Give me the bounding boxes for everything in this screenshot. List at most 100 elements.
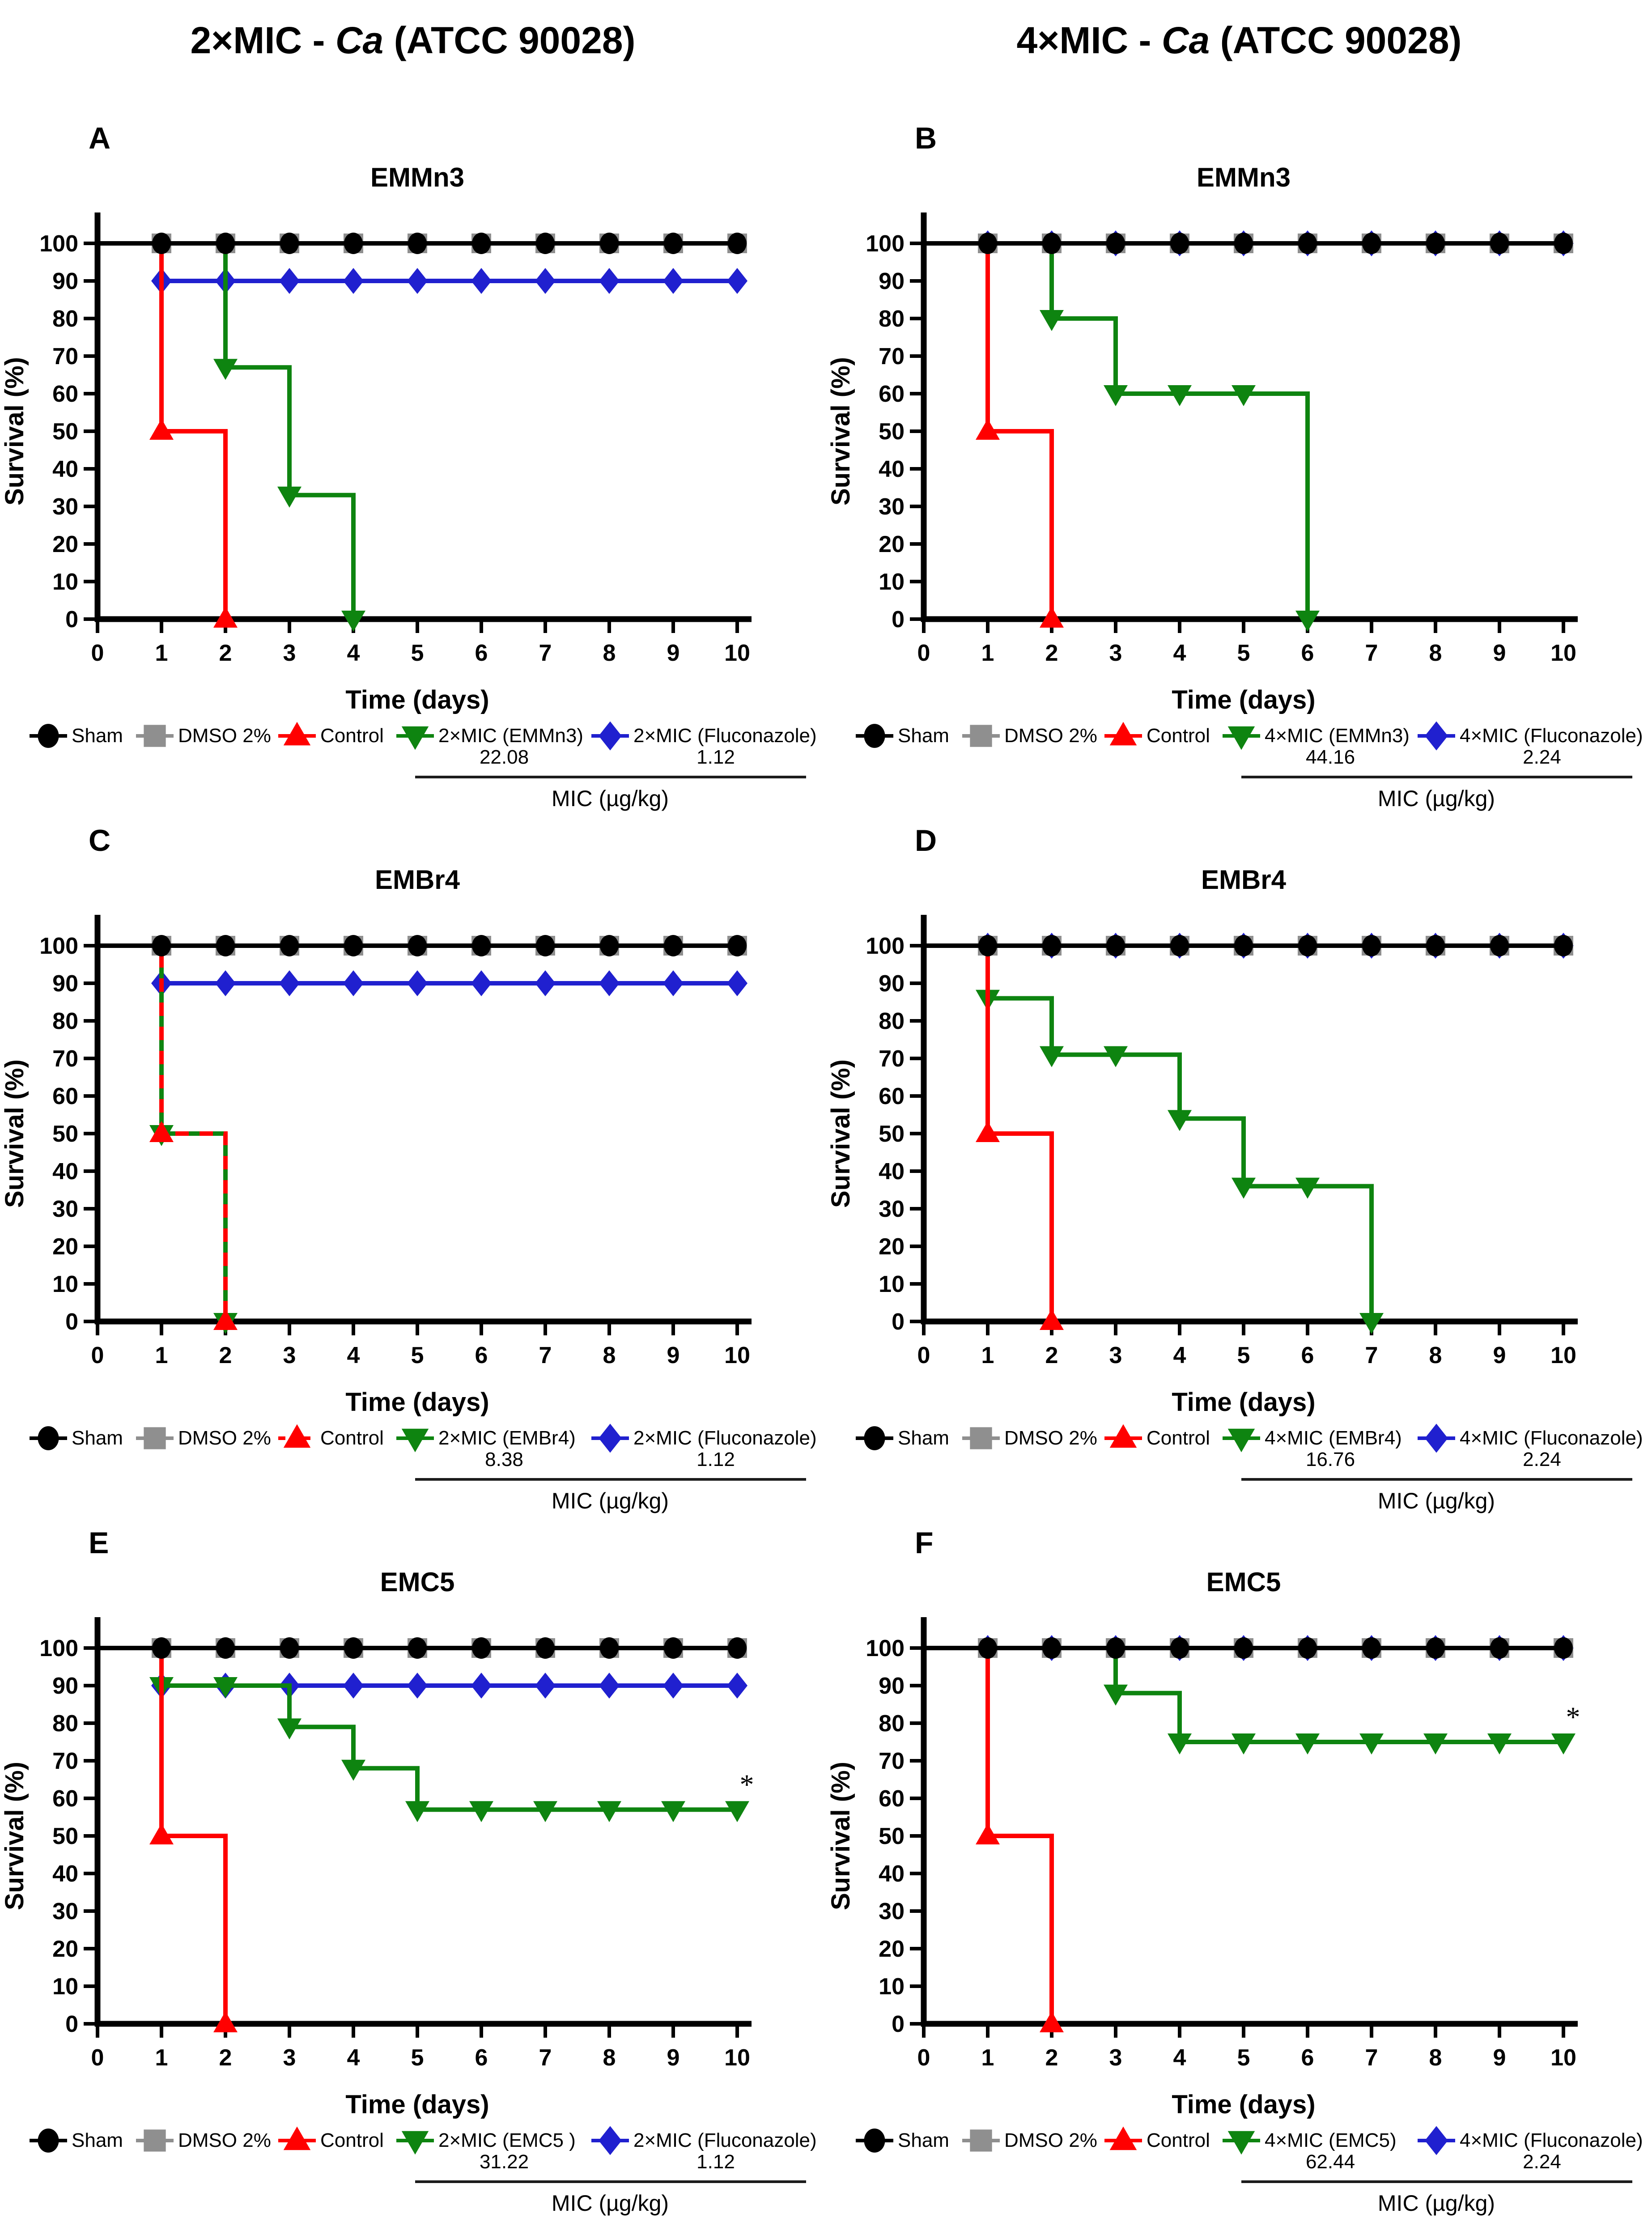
svg-text:6: 6: [475, 2045, 488, 2071]
legend-item-treatment: 2×MIC (EMC5 ): [395, 2124, 576, 2157]
svg-text:90: 90: [52, 268, 78, 294]
legend-item-control: Control: [276, 719, 384, 752]
panel-title: EMBr4: [1201, 865, 1287, 895]
svg-text:1: 1: [981, 1342, 994, 1368]
svg-text:40: 40: [52, 1159, 78, 1185]
svg-text:Time (days): Time (days): [345, 1388, 489, 1417]
panel-letter: E: [89, 1526, 109, 1560]
control-triangle-icon: [1104, 1424, 1142, 1448]
svg-text:7: 7: [1365, 1342, 1378, 1368]
legend-label: DMSO 2%: [178, 2129, 271, 2151]
svg-text:80: 80: [879, 1008, 905, 1034]
legend-item-dmso: DMSO 2%: [134, 1422, 271, 1455]
mic-axis-label: MIC (µg/kg): [551, 786, 669, 811]
svg-text:50: 50: [52, 419, 78, 445]
svg-text:70: 70: [52, 1046, 78, 1072]
svg-text:5: 5: [1237, 2045, 1250, 2071]
svg-text:6: 6: [475, 640, 488, 666]
svg-text:7: 7: [539, 640, 552, 666]
treatment-triangle-icon: [1223, 1428, 1260, 1453]
svg-text:8: 8: [603, 2045, 616, 2071]
fluconazole-diamond-icon: [1418, 1423, 1455, 1453]
svg-text:1: 1: [981, 2045, 994, 2071]
survival-panel-e: E EMC5 0 10 20 30 40 50 60 70 80 90 100 0 1 2 3 4 5 6 7 8 9 1…: [0, 1525, 826, 2216]
svg-text:9: 9: [1493, 640, 1506, 666]
legend-item-sham: Sham: [28, 1422, 123, 1455]
fluconazole-diamond-icon: [591, 1423, 629, 1453]
svg-text:Time (days): Time (days): [1172, 685, 1315, 714]
survival-panel-b: B EMMn3 0 10 20 30 40 50 60 70 80 90 100 0 1 2 3 4 5 6 7 8 9…: [826, 121, 1652, 811]
legend-item-fluconazole: 2×MIC (Fluconazole): [590, 2124, 817, 2157]
legend-item-fluconazole: 4×MIC (Fluconazole): [1416, 719, 1643, 752]
legend-label: Control: [1147, 1427, 1210, 1449]
svg-text:10: 10: [724, 640, 750, 666]
svg-text:8: 8: [603, 1342, 616, 1368]
panel-title: EMC5: [1206, 1567, 1281, 1597]
header-prefix: 2×MIC -: [190, 19, 335, 61]
svg-text:Survival (%): Survival (%): [0, 357, 29, 506]
fluconazole-diamond-icon: [1418, 2126, 1455, 2155]
svg-text:10: 10: [724, 1342, 750, 1368]
legend-label: 2×MIC (EMMn3): [438, 725, 583, 747]
svg-text:20: 20: [879, 1936, 905, 1962]
legend-label: 2×MIC (EMBr4): [438, 1427, 576, 1449]
svg-text:7: 7: [1365, 640, 1378, 666]
svg-text:10: 10: [52, 1271, 78, 1297]
svg-text:90: 90: [52, 1673, 78, 1699]
svg-text:20: 20: [52, 1234, 78, 1260]
legend-label: 2×MIC (Fluconazole): [633, 725, 817, 747]
svg-text:80: 80: [879, 306, 905, 332]
dmso-square-icon: [136, 2129, 174, 2152]
legend-label: Control: [320, 725, 384, 747]
svg-text:20: 20: [879, 1234, 905, 1260]
svg-text:50: 50: [52, 1823, 78, 1849]
legend-item-control: Control: [1103, 2124, 1210, 2157]
svg-text:Time (days): Time (days): [345, 2090, 489, 2119]
mic-axis-label: MIC (µg/kg): [1377, 786, 1495, 811]
panel-title: EMBr4: [374, 865, 460, 895]
svg-text:8: 8: [1429, 640, 1442, 666]
dmso-square-icon: [962, 1427, 1000, 1449]
svg-text:40: 40: [52, 456, 78, 482]
control-triangle-icon: [278, 722, 316, 746]
svg-text:Survival (%): Survival (%): [0, 1059, 29, 1208]
svg-text:60: 60: [879, 1786, 905, 1812]
dmso-square-icon: [136, 1427, 174, 1449]
svg-text:60: 60: [52, 1083, 78, 1109]
svg-text:4: 4: [347, 640, 360, 666]
survival-plot: 0 10 20 30 40 50 60 70 80 90 100 0 1 2 3 4 5 6 7 8 9 10 Time (…: [826, 915, 1578, 1417]
svg-text:100: 100: [866, 933, 905, 959]
treatment-triangle-icon: [1223, 726, 1260, 750]
svg-text:100: 100: [866, 231, 905, 257]
mic-value-treatment: 16.76: [1305, 1449, 1355, 1470]
svg-text:30: 30: [52, 1899, 78, 1924]
svg-text:10: 10: [724, 2045, 750, 2071]
panel-title: EMMn3: [370, 162, 464, 192]
svg-text:3: 3: [1109, 640, 1122, 666]
legend-item-fluconazole: 2×MIC (Fluconazole): [590, 719, 817, 752]
mic-divider-line: [1241, 1478, 1632, 1481]
mic-axis-label: MIC (µg/kg): [551, 1488, 669, 1513]
survival-panel-f: F EMC5 0 10 20 30 40 50 60 70 80 90 100 0 1 2 3 4 5 6 7 8 9 1…: [826, 1525, 1652, 2216]
column-header-4xmic: 4×MIC - Ca (ATCC 90028): [826, 19, 1652, 62]
svg-text:4: 4: [347, 2045, 360, 2071]
legend-label: 4×MIC (EMMn3): [1265, 725, 1410, 747]
svg-text:50: 50: [52, 1121, 78, 1147]
legend-label: 2×MIC (Fluconazole): [633, 1427, 817, 1449]
svg-text:Survival (%): Survival (%): [826, 357, 855, 506]
legend-item-fluconazole: 4×MIC (Fluconazole): [1416, 2124, 1643, 2157]
svg-text:30: 30: [52, 1196, 78, 1222]
svg-text:5: 5: [411, 640, 424, 666]
mic-value-fluconazole: 2.24: [1523, 746, 1561, 768]
svg-text:6: 6: [1301, 2045, 1314, 2071]
survival-plot: 0 10 20 30 40 50 60 70 80 90 100 0 1 2 3 4 5 6 7 8 9 10 Time (…: [826, 212, 1578, 714]
svg-text:40: 40: [879, 1159, 905, 1185]
svg-text:2: 2: [219, 640, 232, 666]
svg-text:50: 50: [879, 1823, 905, 1849]
survival-plot: 0 10 20 30 40 50 60 70 80 90 100 0 1 2 3 4 5 6 7 8 9 10 Time (…: [0, 212, 752, 714]
svg-text:Survival (%): Survival (%): [0, 1762, 29, 1910]
svg-text:0: 0: [892, 2011, 905, 2037]
mic-value-treatment: 31.22: [479, 2151, 529, 2173]
svg-text:70: 70: [879, 344, 905, 370]
